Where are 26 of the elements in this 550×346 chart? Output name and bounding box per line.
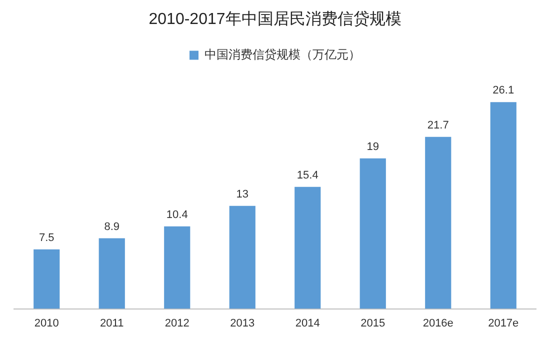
data-label: 19 [366, 140, 379, 153]
chart-title: 2010-2017年中国居民消费信贷规模 [148, 10, 402, 28]
data-label: 13 [236, 188, 248, 200]
x-tick-label: 2010 [34, 317, 59, 330]
data-label: 7.5 [38, 232, 54, 244]
bar [490, 102, 516, 309]
x-tick-label: 2017e [488, 317, 519, 330]
data-label: 26.1 [492, 84, 514, 97]
bar [425, 136, 452, 309]
x-tick-label: 2013 [230, 317, 255, 330]
legend-label: 中国消费信贷规模（万亿元） [204, 48, 360, 62]
data-label: 10.4 [166, 208, 188, 221]
bar [294, 186, 321, 309]
x-tick-label: 2014 [295, 317, 320, 330]
x-tick-label: 2016e [422, 317, 454, 330]
bar [98, 238, 125, 309]
bar [164, 226, 190, 309]
x-tick-label: 2011 [100, 317, 124, 330]
bar [34, 249, 60, 309]
x-tick-label: 2012 [164, 317, 190, 330]
data-label: 15.4 [296, 169, 318, 182]
data-label: 21.7 [427, 119, 449, 132]
x-tick-label: 2015 [360, 317, 386, 330]
bar [229, 206, 256, 309]
bar [360, 158, 386, 309]
data-label: 8.9 [104, 220, 120, 233]
